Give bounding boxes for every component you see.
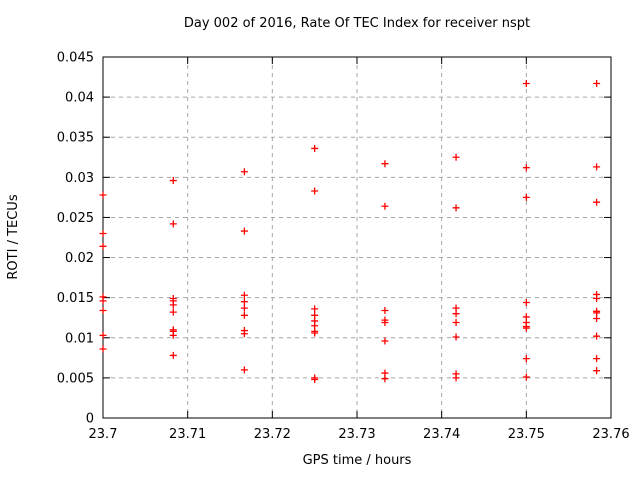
data-point [593, 355, 601, 363]
y-tick-label: 0.02 [65, 251, 94, 266]
data-point [452, 204, 460, 212]
data-point [240, 298, 248, 306]
y-tick-label: 0.015 [57, 291, 94, 306]
data-point [522, 164, 530, 172]
plot-border [102, 56, 612, 419]
x-tick-label: 23.71 [169, 427, 206, 442]
data-point [240, 311, 248, 319]
y-tick-label: 0.01 [65, 331, 94, 346]
data-point [593, 79, 601, 87]
data-point [452, 374, 460, 382]
data-point [99, 242, 107, 250]
x-tick-label: 23.75 [508, 427, 545, 442]
y-tick-label: 0.045 [57, 51, 94, 66]
data-point [522, 193, 530, 201]
y-tick-label: 0.03 [65, 171, 94, 186]
data-point [240, 168, 248, 176]
data-point [381, 160, 389, 168]
data-point [522, 298, 530, 306]
data-point [452, 319, 460, 327]
y-tick-label: 0.005 [57, 371, 94, 386]
data-point [522, 324, 530, 332]
data-point [381, 307, 389, 315]
data-point [522, 79, 530, 87]
data-point [99, 191, 107, 199]
data-point [593, 294, 601, 302]
data-point [522, 355, 530, 363]
data-point [311, 144, 319, 152]
data-point [311, 329, 319, 337]
data-point [240, 330, 248, 338]
data-point [99, 331, 107, 339]
data-points [99, 79, 601, 383]
x-tick-label: 23.7 [89, 427, 118, 442]
data-point [452, 153, 460, 161]
data-point [593, 367, 601, 375]
data-point [381, 319, 389, 327]
data-point [593, 315, 601, 323]
data-point [593, 163, 601, 171]
data-point [593, 332, 601, 340]
data-point [240, 304, 248, 312]
y-axis-label: ROTI / TECUs [6, 194, 21, 279]
data-point [169, 177, 177, 185]
gridlines [103, 57, 611, 418]
data-point [99, 297, 107, 305]
data-point [311, 375, 319, 383]
y-tick-label: 0 [86, 412, 94, 427]
data-point [169, 301, 177, 309]
data-point [593, 198, 601, 206]
y-tick-label: 0.035 [57, 131, 94, 146]
data-point [381, 202, 389, 210]
data-point [99, 229, 107, 237]
data-point [240, 227, 248, 235]
y-tick-label: 0.04 [65, 91, 94, 106]
y-tick-label: 0.025 [57, 211, 94, 226]
data-point [452, 333, 460, 341]
x-tick-label: 23.74 [423, 427, 460, 442]
chart-title: Day 002 of 2016, Rate Of TEC Index for r… [184, 16, 530, 31]
data-point [99, 345, 107, 353]
data-point [240, 366, 248, 374]
data-point [311, 187, 319, 195]
x-tick-label: 23.72 [254, 427, 291, 442]
x-tick-label: 23.76 [592, 427, 629, 442]
x-tick-label: 23.73 [338, 427, 375, 442]
data-point [522, 373, 530, 381]
data-point [381, 375, 389, 383]
x-axis-label: GPS time / hours [303, 453, 412, 468]
data-point [169, 351, 177, 359]
data-point [311, 305, 319, 313]
data-point [169, 308, 177, 316]
tick-labels: 23.7 23.71 23.72 23.73 23.74 23.75 23.76 0 0.005… [57, 51, 630, 443]
data-point [169, 220, 177, 228]
data-point [381, 337, 389, 345]
data-point [99, 307, 107, 315]
data-point [240, 291, 248, 299]
data-point [452, 310, 460, 318]
data-point [169, 331, 177, 339]
